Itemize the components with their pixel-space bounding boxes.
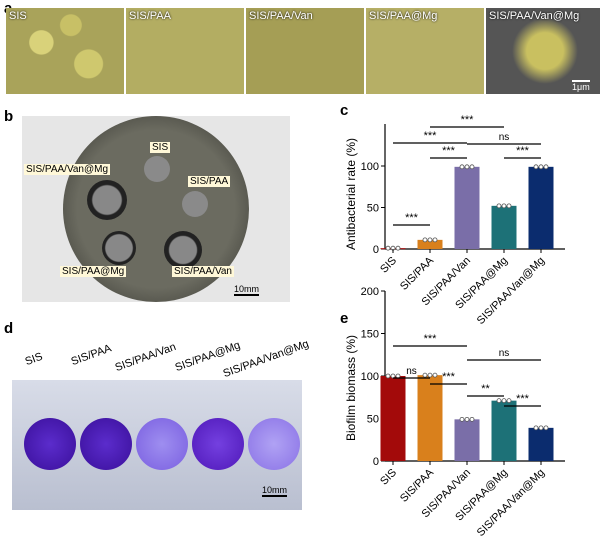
scale-bar-b: 10mm [234, 284, 260, 296]
y-tick-label: 100 [361, 371, 379, 383]
significance-label: *** [516, 145, 530, 157]
significance-label: ns [499, 132, 510, 143]
bar-0 [380, 376, 406, 461]
data-point [395, 245, 401, 251]
panel-label-b: b [4, 108, 14, 125]
data-point [427, 237, 433, 243]
data-point [501, 398, 507, 404]
label-sis: SIS [150, 142, 171, 153]
label-sis-paa-van: SIS/PAA/Van [172, 266, 234, 277]
sem-image-sis: SIS [6, 8, 124, 94]
sem-image-sis-paa-van-mg: SIS/PAA/Van@Mg [486, 8, 600, 94]
bar-4 [528, 166, 554, 249]
y-tick-label: 0 [373, 456, 379, 468]
bar-1 [417, 239, 443, 249]
well-sis-paa-mg [192, 418, 244, 470]
sem-label: SIS [9, 10, 27, 22]
data-point [496, 398, 502, 404]
significance-label: ns [499, 348, 510, 359]
data-point [385, 245, 391, 251]
significance-label: *** [442, 145, 456, 157]
label-sis-paa-mg: SIS/PAA@Mg [60, 266, 127, 277]
label-sis-paa-van-mg: SIS/PAA/Van@Mg [24, 164, 111, 175]
y-tick-label: 200 [361, 286, 379, 298]
data-point [538, 425, 544, 431]
bar-2 [454, 166, 480, 249]
data-point [501, 203, 507, 209]
y-tick-label: 150 [361, 329, 379, 341]
data-point [422, 372, 428, 378]
bar-1 [417, 375, 443, 461]
sem-label: SIS/PAA@Mg [369, 10, 438, 22]
y-axis-label: Antibacterial rate (%) [344, 138, 358, 250]
bar-3 [491, 205, 517, 249]
panel-label-d: d [4, 320, 14, 337]
well-sis-paa-van [136, 418, 188, 470]
disc-sis-paa-van [164, 231, 202, 269]
significance-label: *** [461, 114, 475, 126]
bar-2 [454, 419, 480, 461]
data-point [432, 237, 438, 243]
panel-label-c: c [340, 102, 349, 119]
data-point [533, 164, 539, 170]
y-axis-label: Biofilm biomass (%) [344, 335, 358, 441]
significance-label: *** [424, 130, 438, 142]
well-sis-paa [80, 418, 132, 470]
significance-label: ** [481, 383, 490, 395]
petri-dish-image: SIS SIS/PAA SIS/PAA/Van@Mg SIS/PAA@Mg SI… [22, 116, 290, 302]
data-point [543, 164, 549, 170]
data-point [385, 373, 391, 379]
data-point [496, 203, 502, 209]
scale-bar-d: 10mm [262, 485, 288, 497]
significance-label: *** [424, 333, 438, 345]
well-sis [24, 418, 76, 470]
data-point [459, 416, 465, 422]
disc-sis-paa-van-mg [87, 180, 127, 220]
data-point [464, 416, 470, 422]
significance-label: ns [406, 366, 417, 377]
y-tick-label: 50 [367, 203, 379, 215]
significance-label: *** [516, 393, 530, 405]
disc-sis [144, 156, 170, 182]
data-point [469, 416, 475, 422]
well-sis-paa-van-mg [248, 418, 300, 470]
y-tick-label: 0 [373, 244, 379, 256]
scale-bar-a: 1μm [572, 80, 590, 92]
data-point [538, 164, 544, 170]
label-sis-paa: SIS/PAA [188, 176, 231, 187]
sem-image-sis-paa: SIS/PAA [126, 8, 244, 94]
data-point [427, 372, 433, 378]
significance-label: *** [405, 212, 419, 224]
x-tick-label: SIS/PAA [398, 466, 437, 505]
disc-sis-paa [182, 191, 208, 217]
data-point [506, 398, 512, 404]
sem-image-sis-paa-van: SIS/PAA/Van [246, 8, 364, 94]
x-tick-label: SIS/PAA/Van@Mg [475, 467, 547, 537]
panel-label-e: e [340, 310, 349, 327]
data-point [533, 425, 539, 431]
significance-label: *** [442, 371, 456, 383]
data-point [464, 164, 470, 170]
data-point [543, 425, 549, 431]
sem-label: SIS/PAA/Van [249, 10, 313, 22]
sem-label: SIS/PAA [129, 10, 171, 22]
sem-image-sis-paa-mg: SIS/PAA@Mg [366, 8, 484, 94]
data-point [469, 164, 475, 170]
bar-3 [491, 400, 517, 461]
y-tick-label: 50 [367, 414, 379, 426]
x-tick-label: SIS [378, 467, 399, 488]
data-point [459, 164, 465, 170]
well-plate-image: 10mm [12, 380, 302, 510]
data-point [506, 203, 512, 209]
y-tick-label: 100 [361, 161, 379, 173]
bar-4 [528, 427, 554, 461]
disc-sis-paa-mg [102, 231, 136, 265]
data-point [422, 237, 428, 243]
data-point [432, 372, 438, 378]
sem-label: SIS/PAA/Van@Mg [489, 10, 580, 22]
